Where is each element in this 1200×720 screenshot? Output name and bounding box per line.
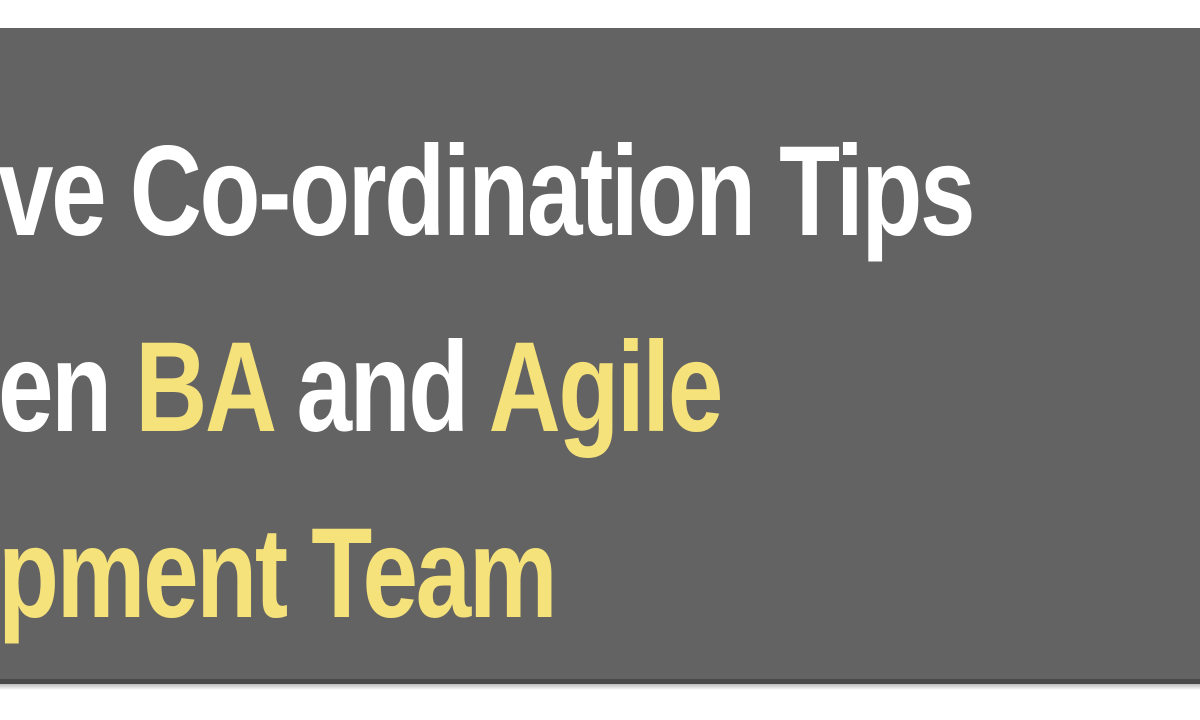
title-line-1-text: ve Co-ordination Tips xyxy=(0,120,976,263)
banner-shadow xyxy=(0,684,1200,690)
highlight-agile: Agile xyxy=(488,316,724,459)
title-line-1: ve Co-ordination Tips xyxy=(0,128,976,256)
title-line-2: en BA and Agile xyxy=(0,324,723,452)
title-line-3: pment Team xyxy=(0,510,558,638)
title-line-2-connector: and xyxy=(271,316,489,459)
highlight-team: pment Team xyxy=(0,502,558,645)
highlight-ba: BA xyxy=(135,316,273,459)
title-line-2-prefix: en xyxy=(0,316,136,459)
title-banner: ve Co-ordination Tips en BA and Agile pm… xyxy=(0,28,1200,684)
